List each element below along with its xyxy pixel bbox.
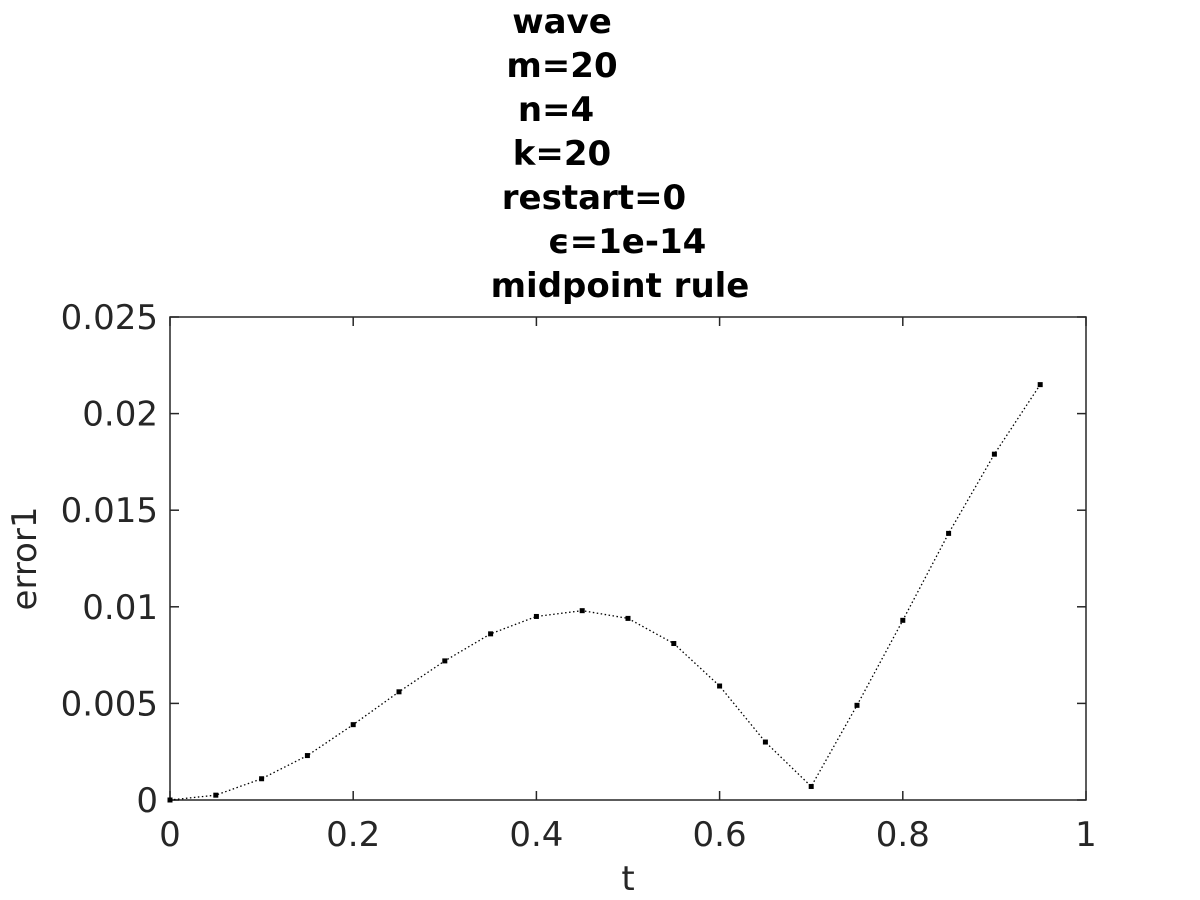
data-point-19 [1037,382,1043,388]
y-axis-label: error1 [5,507,45,611]
data-point-5 [396,689,402,695]
data-point-17 [946,530,952,536]
data-point-12 [717,683,723,689]
data-point-7 [488,631,494,637]
data-point-4 [350,722,356,728]
data-point-3 [304,753,310,759]
chart-title: wavem=20n=4k=20restart=0ϵ=1e-14midpoint … [491,2,750,306]
data-point-15 [854,702,860,708]
y-tick-label-3: 0.015 [61,491,158,531]
title-line-5: ϵ=1e-14 [548,222,707,262]
x-tick-labels: 0 0.2 0.4 0.6 0.8 1 [159,815,1097,855]
data-point-9 [579,608,585,614]
data-point-6 [442,658,448,664]
title-line-0: wave [512,2,612,42]
data-point-8 [533,613,539,619]
plot-area [169,316,1087,801]
y-tick-label-4: 0.02 [82,395,158,435]
title-line-6: midpoint rule [491,266,750,306]
data-markers [167,382,1043,803]
title-line-4: restart=0 [502,178,686,218]
y-tick-label-5: 0.025 [61,298,158,338]
y-tick-label-1: 0.005 [61,684,158,724]
data-point-0 [167,797,173,803]
title-line-1: m=20 [506,46,617,86]
x-axis-label: t [621,859,634,899]
series-line [169,384,1041,801]
y-tick-labels: 0 0.005 0.01 0.015 0.02 0.025 [61,298,158,821]
y-tick-label-0: 0 [136,781,158,821]
data-point-18 [991,451,997,457]
x-tick-label-4: 0.8 [876,815,930,855]
title-line-3: k=20 [513,134,611,174]
x-tick-label-1: 0.2 [326,815,380,855]
data-point-13 [762,739,768,745]
x-tick-label-5: 1 [1075,815,1097,855]
x-tick-label-3: 0.6 [693,815,747,855]
data-point-10 [625,615,631,621]
data-point-2 [259,776,265,782]
x-tick-label-0: 0 [159,815,181,855]
x-tick-label-2: 0.4 [509,815,563,855]
data-point-1 [213,792,219,798]
y-tick-label-2: 0.01 [82,588,158,628]
title-line-2: n=4 [518,90,594,130]
data-point-14 [808,783,814,789]
data-point-16 [900,617,906,623]
data-point-11 [671,641,677,647]
